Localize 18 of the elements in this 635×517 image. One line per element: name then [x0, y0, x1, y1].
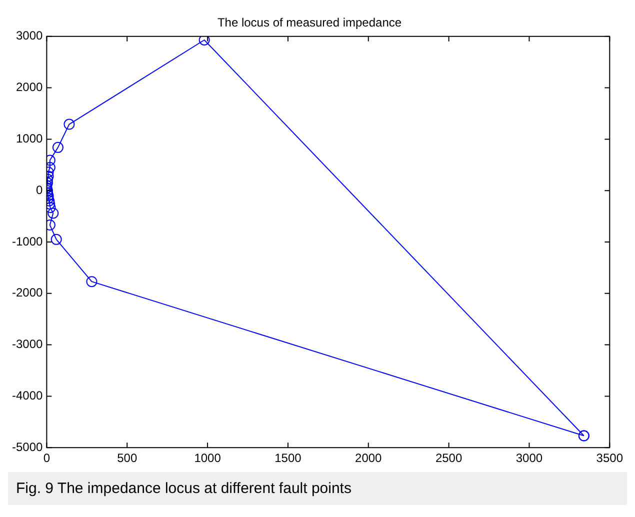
- y-tick-label: 1000: [16, 132, 44, 146]
- x-tick-label: 2000: [355, 451, 382, 466]
- y-tick-label: -5000: [12, 440, 44, 454]
- caption: Fig. 9 The impedance locus at different fault points: [8, 472, 627, 505]
- x-tick-label: 3000: [516, 451, 543, 466]
- y-tick-label: 2000: [16, 80, 44, 94]
- x-tick-label: 500: [117, 451, 138, 466]
- x-tick-label: 2500: [435, 451, 462, 466]
- chart-title: The locus of measured impedance: [217, 16, 402, 30]
- x-tick-label: 1500: [274, 451, 302, 466]
- y-tick-label: -2000: [12, 286, 44, 300]
- x-tick-label: 3500: [596, 451, 624, 466]
- x-tick-label: 1000: [194, 451, 222, 466]
- y-tick-label: 3000: [16, 28, 44, 43]
- y-tick-label: -3000: [12, 337, 44, 352]
- y-tick-label: -4000: [12, 388, 44, 403]
- y-tick-label: 0: [36, 182, 44, 197]
- y-tick-label: -1000: [12, 234, 44, 248]
